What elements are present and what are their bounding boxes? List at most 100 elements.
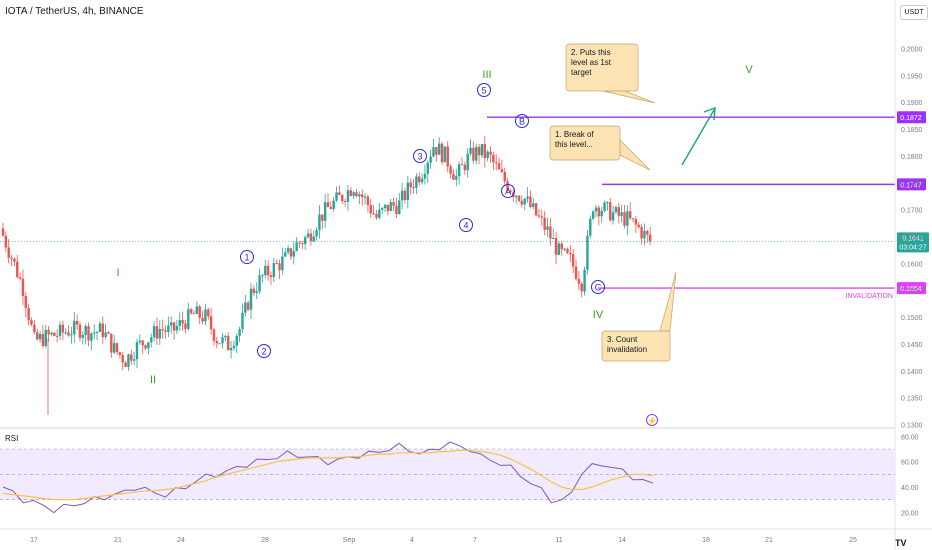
callout-box	[565, 43, 639, 92]
candle-body	[87, 326, 90, 341]
candle-body	[446, 146, 449, 167]
wave-label-minor: 4	[463, 221, 468, 231]
candle-body	[227, 335, 230, 351]
price-axis: 0.20000.19500.19000.18500.18000.17500.17…	[894, 0, 923, 550]
candle-body	[554, 238, 558, 255]
candle-body	[338, 192, 341, 196]
time-tick-label: 11	[555, 537, 562, 544]
candle-body	[646, 230, 649, 235]
candle-body	[4, 235, 8, 248]
candle-body	[47, 329, 50, 335]
candle-body	[112, 343, 116, 353]
wave-label-circle	[591, 280, 605, 294]
candle-body	[212, 329, 216, 342]
candle-body	[617, 207, 620, 216]
price-tick-label: 0.1450	[901, 342, 923, 349]
candle-body	[189, 309, 193, 314]
candle-body	[406, 182, 410, 200]
time-tick-label: 28	[261, 537, 269, 544]
candle-body	[503, 171, 506, 182]
time-tick-label: 4	[410, 537, 414, 544]
candle-body	[571, 254, 575, 267]
candle-body	[537, 215, 541, 217]
price-tick-label: 0.1900	[901, 100, 923, 107]
candle-body	[500, 169, 504, 172]
candle-body	[611, 212, 615, 221]
price-level-badge	[897, 178, 926, 191]
candle-body	[315, 230, 318, 237]
candle-body	[167, 325, 170, 332]
price-tick-label: 0.1700	[901, 208, 923, 215]
candle-body	[643, 230, 646, 239]
chart-header-title: IOTA / TetherUS, 4h, BINANCE	[5, 6, 144, 17]
candle-body	[158, 328, 161, 339]
candle-body	[18, 277, 22, 279]
wave-label-circle	[459, 218, 473, 232]
candle-body	[215, 341, 219, 344]
price-level-label: 0.1747	[900, 182, 922, 189]
candle-body	[181, 320, 184, 324]
rsi-tick-label: 40.00	[901, 485, 919, 492]
rsi-tick-label: 60.00	[901, 460, 919, 467]
candle-body	[115, 343, 119, 353]
candle-body	[7, 247, 10, 258]
price-level-label: 0.1554	[900, 286, 922, 293]
candle-body	[81, 335, 85, 338]
time-axis: 17 21 24 28 Sep 4 7 11 14 18 21 25	[0, 528, 932, 544]
price-tick-label: 0.2000	[901, 46, 923, 53]
wave-label-main: IV	[593, 309, 604, 321]
candle-body	[532, 203, 535, 207]
candle-body	[506, 181, 509, 191]
candle-body	[164, 330, 167, 332]
candle-body	[127, 354, 130, 367]
callout-text-line: 2. Puts this	[571, 48, 611, 57]
candle-body	[218, 343, 221, 345]
candle-body	[258, 275, 261, 292]
candle-body	[289, 248, 293, 257]
candle-body	[400, 190, 404, 201]
candle-body	[172, 322, 176, 331]
candle-body	[312, 236, 315, 242]
candle-body	[589, 218, 592, 236]
candle-body	[472, 147, 475, 161]
candle-body	[648, 234, 652, 242]
candle-body	[170, 322, 173, 326]
candle-body	[90, 333, 93, 341]
candle-body	[603, 202, 606, 211]
candle-body	[44, 329, 47, 346]
wave-label-main: II	[150, 374, 156, 386]
candle-body	[155, 326, 159, 339]
wave-label-circle	[257, 344, 271, 358]
candle-body	[606, 202, 609, 204]
candle-body	[38, 333, 42, 340]
currency-button[interactable]: USDT	[900, 5, 928, 20]
wave-label-circle	[501, 184, 515, 198]
rsi-pane: RSI 80.00 60.00 40.00 20.00	[0, 427, 919, 517]
candle-body	[435, 147, 438, 155]
time-tick-label: 24	[177, 537, 185, 544]
candle-body	[609, 202, 612, 221]
candle-body	[523, 198, 526, 205]
candle-body	[329, 207, 333, 209]
candle-body	[121, 354, 124, 363]
candle-body	[375, 214, 378, 218]
time-tick-label: Sep	[343, 537, 356, 544]
candle-body	[557, 243, 561, 255]
candle-body	[378, 209, 381, 218]
candle-body	[161, 328, 164, 331]
candle-body	[326, 202, 330, 208]
candle-body	[306, 233, 310, 238]
candle-body	[623, 212, 626, 226]
candle-body	[495, 162, 498, 164]
candle-body	[110, 333, 113, 353]
candle-body	[21, 278, 25, 297]
candle-body	[386, 204, 390, 212]
candle-body	[341, 195, 344, 201]
candle-body	[509, 190, 512, 193]
callout-box	[549, 125, 621, 161]
callout-text-line: 1. Break of	[555, 130, 594, 139]
wave-label-circle	[477, 83, 491, 97]
candle-body	[53, 332, 56, 336]
